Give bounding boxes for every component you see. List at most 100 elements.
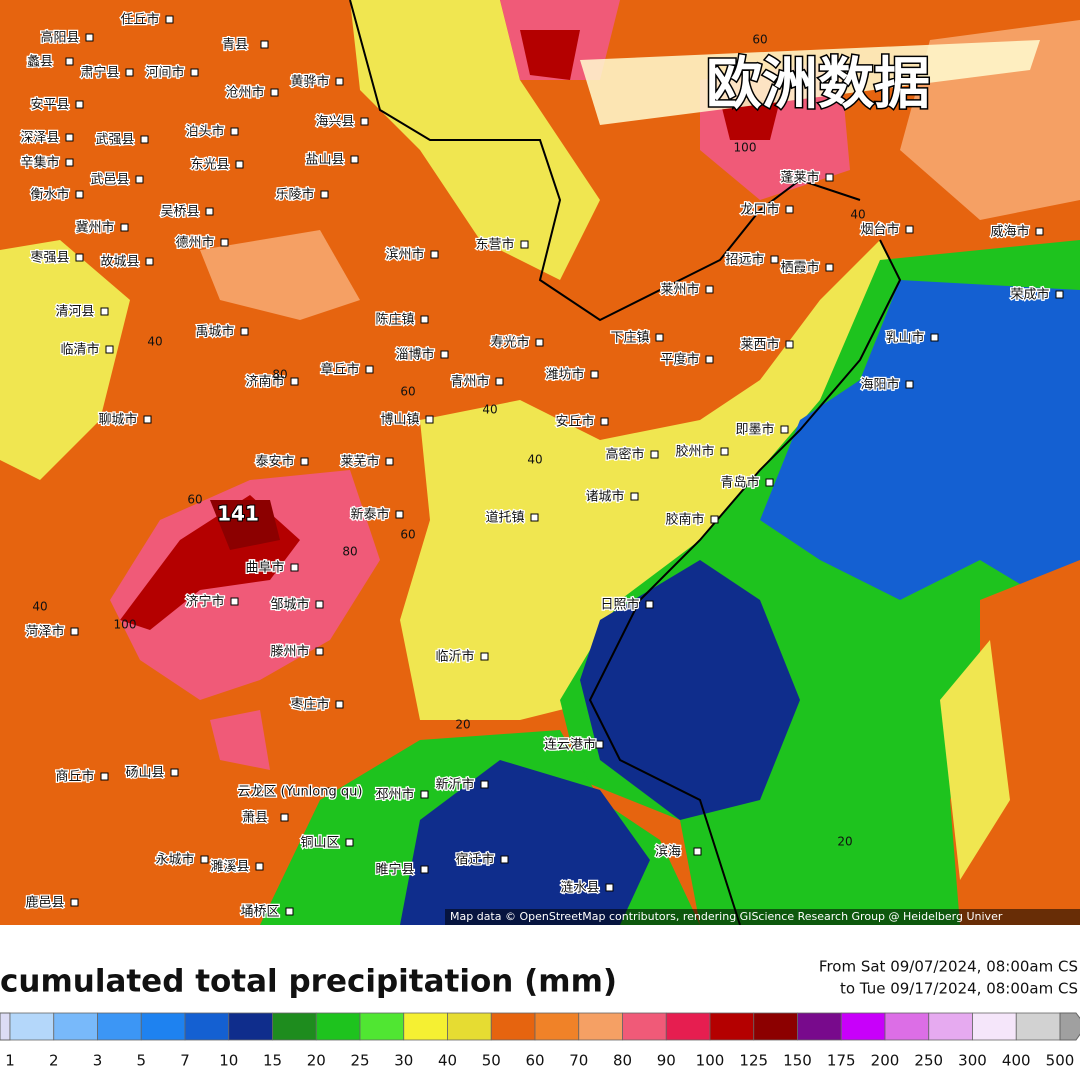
city-label: 新沂市 [435, 777, 474, 793]
city-label: 海兴县 [315, 115, 354, 130]
city-marker [145, 257, 154, 266]
legend-title: cumulated total precipitation (mm) [0, 964, 617, 1000]
legend-label: 200 [871, 1052, 900, 1070]
city-marker [1055, 290, 1064, 299]
swatch-below [0, 1012, 11, 1041]
contour-label: 20 [837, 835, 852, 849]
legend-label: 30 [394, 1052, 413, 1070]
legend-swatch [972, 1012, 1017, 1041]
city-marker [75, 190, 84, 199]
city-label: 龙口市 [740, 202, 779, 218]
city-marker [905, 225, 914, 234]
city-label: 永城市 [155, 852, 194, 868]
city-marker [125, 68, 134, 77]
city-marker [260, 40, 269, 49]
legend-label: 15 [263, 1052, 282, 1070]
city-label: 盐山县 [305, 153, 344, 168]
city-label: 铜山区 [300, 836, 339, 851]
city-label: 新泰市 [350, 507, 389, 523]
city-label: 寿光市 [490, 335, 529, 351]
city-marker [230, 597, 239, 606]
city-marker [143, 415, 152, 424]
city-marker [770, 255, 779, 264]
city-label: 临沂市 [435, 649, 474, 665]
legend-swatch [9, 1012, 55, 1041]
legend-swatch [1015, 1012, 1061, 1041]
city-label: 招远市 [725, 252, 764, 268]
city-marker [75, 253, 84, 262]
legend-swatch [797, 1012, 842, 1041]
map [0, 0, 1080, 926]
city-label: 东光县 [190, 158, 229, 173]
contour-label: 60 [752, 33, 767, 47]
city-label: 即墨市 [735, 422, 774, 438]
city-label: 诸城市 [585, 489, 624, 505]
city-label: 陈庄镇 [375, 312, 414, 328]
legend-arrow [1059, 1012, 1080, 1041]
city-marker [135, 175, 144, 184]
city-label: 武强县 [95, 133, 134, 148]
legend-swatch [928, 1012, 973, 1041]
legend-label: 150 [783, 1052, 812, 1070]
city-marker [693, 847, 702, 856]
city-label: 禹城市 [195, 324, 234, 340]
legend-swatch [840, 1012, 886, 1041]
city-label: 黄骅市 [290, 74, 329, 90]
legend-swatch [359, 1012, 405, 1041]
city-marker [335, 77, 344, 86]
contour-label: 60 [187, 493, 202, 507]
city-marker [420, 865, 429, 874]
city-label: 安平县 [30, 98, 69, 113]
city-marker [65, 57, 74, 66]
city-marker [500, 855, 509, 864]
legend-swatch [228, 1012, 273, 1041]
city-label: 蓬莱市 [780, 170, 819, 186]
city-marker [650, 450, 659, 459]
legend-swatch [622, 1012, 667, 1041]
city-label: 德州市 [175, 235, 214, 251]
city-label: 胶州市 [675, 444, 714, 460]
city-label: 滨州市 [385, 247, 424, 263]
city-label: 临清市 [60, 342, 99, 358]
city-marker [190, 68, 199, 77]
city-label: 栖霞市 [780, 260, 819, 276]
city-label: 莱芜市 [340, 454, 379, 470]
city-label: 枣庄市 [290, 697, 329, 713]
contour-label: 40 [850, 208, 865, 222]
contour-label: 60 [400, 528, 415, 542]
city-label: 高阳县 [40, 30, 79, 46]
city-label: 青州市 [450, 374, 489, 390]
contour-label: 40 [527, 453, 542, 467]
city-label: 邳州市 [375, 787, 414, 803]
city-marker [645, 600, 654, 609]
city-label: 埇桥区 [240, 905, 279, 920]
legend-label: 500 [1046, 1052, 1075, 1070]
city-marker [285, 907, 294, 916]
city-marker [710, 515, 719, 524]
city-label: 故城县 [100, 255, 139, 270]
city-marker [420, 790, 429, 799]
city-label: 章丘市 [320, 362, 359, 378]
city-label: 道托镇 [485, 511, 524, 526]
city-label: 吴桥县 [160, 205, 199, 220]
city-label: 鹿邑县 [25, 895, 64, 911]
city-marker [320, 190, 329, 199]
city-marker [590, 370, 599, 379]
city-label: 东营市 [475, 237, 514, 253]
city-label: 邹城市 [270, 597, 309, 613]
legend-label: 2 [49, 1052, 59, 1070]
city-label: 乐陵市 [275, 187, 314, 203]
city-label: 辛集市 [20, 155, 59, 171]
city-marker [705, 355, 714, 364]
legend-swatch [447, 1012, 492, 1041]
city-label: 济南市 [245, 374, 284, 390]
city-marker [720, 447, 729, 456]
city-marker [530, 513, 539, 522]
city-marker [385, 457, 394, 466]
city-marker [825, 173, 834, 182]
city-marker [1035, 227, 1044, 236]
city-marker [240, 327, 249, 336]
contour-label: 60 [400, 385, 415, 399]
legend-swatch [884, 1012, 930, 1041]
